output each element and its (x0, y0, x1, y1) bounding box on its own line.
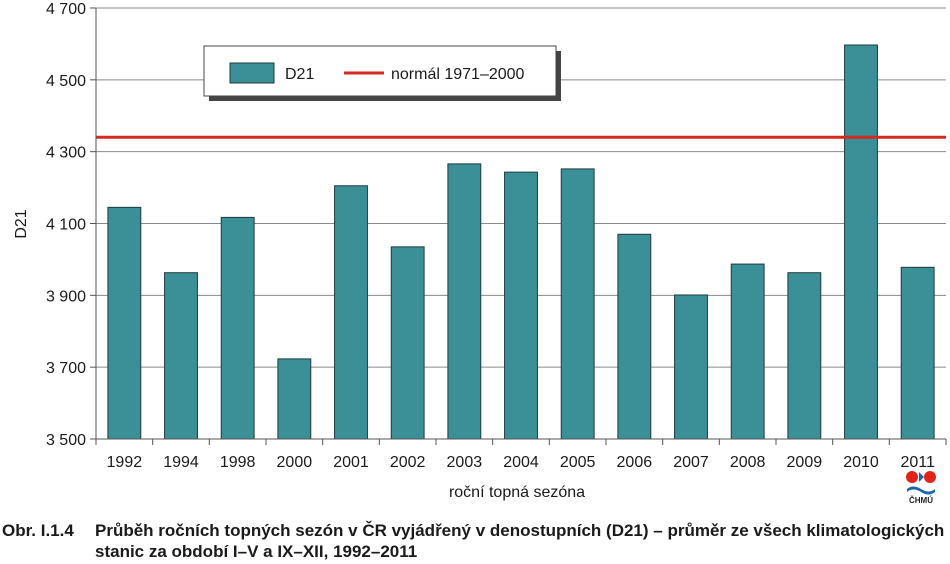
bar (220, 216, 255, 440)
x-tick-labels: 1992 1994 1998 2000 2001 2002 2003 2004 2005 2006… (95, 439, 947, 471)
x-tick-label: 1998 (220, 454, 256, 471)
chmu-logo: ČHMÚ (906, 471, 936, 505)
y-tick-label: 3 500 (46, 432, 86, 449)
x-tick-label: 2006 (617, 454, 653, 471)
bar (277, 358, 312, 440)
bar (504, 171, 538, 440)
caption-text: Průběh ročních topných sezón v ČR vyjádř… (95, 521, 945, 561)
logo-label: ČHMÚ (909, 496, 933, 505)
x-tick-label: 2007 (673, 454, 709, 471)
x-tick-label: 2009 (787, 454, 823, 471)
y-tick-label: 4 700 (46, 1, 86, 18)
y-tick-label: 4 300 (46, 145, 86, 162)
bars (107, 44, 935, 440)
y-tick-label: 3 900 (46, 288, 86, 305)
x-tick-label: 1994 (163, 454, 199, 471)
x-tick-label: 2010 (843, 454, 879, 471)
bar (730, 263, 765, 440)
legend: D21 normál 1971–2000 (203, 45, 561, 101)
y-tick-label: 3 700 (46, 360, 86, 377)
bar (617, 233, 652, 440)
bar-chart: 3 500 3 700 3 900 4 100 4 300 4 500 4 700 1992… (13, 1, 947, 501)
x-tick-label: 1992 (107, 454, 143, 471)
y-tick-label: 4 100 (46, 217, 86, 234)
x-tick-label: 2001 (333, 454, 369, 471)
bar (447, 163, 482, 440)
x-tick-label: 2011 (900, 454, 935, 471)
legend-entry-normal: normál 1971–2000 (391, 66, 525, 83)
bar (560, 168, 595, 440)
caption-prefix: Obr. I.1.4 (2, 521, 74, 540)
x-tick-label: 2005 (560, 454, 596, 471)
bar (390, 246, 425, 440)
bar (844, 44, 878, 440)
legend-entry-d21: D21 (285, 66, 314, 83)
x-tick-label: 2002 (390, 454, 426, 471)
bar (107, 206, 142, 440)
bar (674, 294, 708, 440)
y-tick-labels: 3 500 3 700 3 900 4 100 4 300 4 500 4 700 (46, 1, 96, 449)
x-tick-label: 2003 (447, 454, 483, 471)
x-axis-label: roční topná sezóna (449, 484, 585, 501)
bar (787, 272, 822, 440)
y-tick-label: 4 500 (46, 73, 86, 90)
bar (164, 272, 198, 440)
x-tick-label: 2008 (730, 454, 766, 471)
bar (334, 185, 368, 440)
bar (900, 266, 935, 440)
y-axis-label: D21 (13, 209, 30, 238)
x-tick-label: 2004 (503, 454, 539, 471)
x-tick-label: 2000 (277, 454, 313, 471)
legend-swatch-d21 (229, 62, 275, 84)
